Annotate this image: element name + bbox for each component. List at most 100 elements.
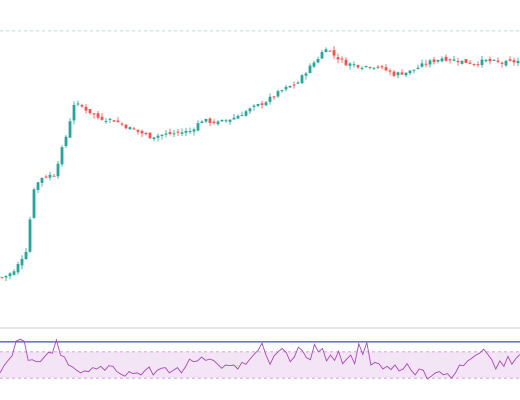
candle-body [68, 121, 72, 138]
candle [300, 74, 304, 85]
candle [32, 187, 36, 219]
candle-body [96, 113, 100, 118]
candle [120, 122, 124, 127]
candle-body [28, 219, 32, 252]
candle [244, 109, 248, 117]
candle [84, 104, 88, 114]
candle-body [4, 275, 8, 278]
candle [248, 107, 252, 114]
candle-body [144, 132, 148, 134]
candle [472, 63, 476, 67]
candle [328, 50, 332, 52]
candle-body [248, 108, 252, 112]
candle-body [132, 128, 136, 130]
candle-body [440, 58, 444, 62]
candle [228, 119, 232, 125]
candle [448, 58, 452, 64]
candle-body [304, 73, 308, 76]
candle [508, 56, 512, 62]
candle-body [380, 66, 384, 68]
candle-body [244, 111, 248, 116]
candle [488, 56, 492, 65]
candle-body [108, 118, 112, 120]
candle [44, 174, 48, 179]
candle-body [208, 118, 212, 123]
candle [492, 59, 496, 61]
candle [116, 117, 120, 123]
candle [308, 63, 312, 74]
candle [92, 112, 96, 119]
candle-body [476, 64, 480, 66]
candle-body [32, 189, 36, 218]
candle [288, 85, 292, 88]
candle [260, 100, 264, 109]
candle-body [288, 85, 292, 88]
candle [72, 101, 76, 125]
candle [236, 114, 240, 119]
candle-body [80, 105, 84, 107]
candle-body [192, 129, 196, 132]
candle [132, 126, 136, 130]
candle [336, 53, 340, 64]
candle [404, 72, 408, 78]
candle [168, 128, 172, 136]
candle [156, 133, 160, 142]
candle [396, 71, 400, 79]
candle [180, 128, 184, 137]
candle-body [116, 120, 120, 123]
candle-body [236, 115, 240, 119]
candle-body [220, 119, 224, 122]
candle-body [264, 102, 268, 106]
candle [356, 64, 360, 69]
candle [512, 57, 516, 66]
candle [16, 261, 20, 275]
candle-body [128, 127, 132, 130]
candle [192, 127, 196, 136]
candle [28, 216, 32, 253]
candle-body [260, 103, 264, 105]
candle [196, 120, 200, 132]
candle-body [292, 84, 296, 86]
candle [68, 118, 72, 139]
candle-body [316, 59, 320, 63]
candle-body [112, 120, 116, 122]
candle-body [156, 135, 160, 138]
candle-body [404, 72, 408, 76]
candle-body [84, 106, 88, 111]
candle [368, 66, 372, 70]
candle [416, 64, 420, 70]
candle [392, 69, 396, 77]
candle-body [24, 251, 28, 260]
candle-body [216, 121, 220, 125]
candle [20, 255, 24, 270]
candle [252, 104, 256, 111]
candle-body [100, 116, 104, 120]
candle-body [460, 60, 464, 64]
candle-body [44, 176, 48, 178]
candle-body [40, 177, 44, 183]
candle [352, 61, 356, 68]
candle [12, 269, 16, 276]
candle [264, 100, 268, 107]
candle [428, 58, 432, 68]
candle [340, 56, 344, 63]
candle-body [364, 65, 368, 67]
candle [332, 46, 336, 60]
candle [124, 123, 128, 130]
candle [76, 100, 80, 107]
candle-body [252, 105, 256, 107]
candle [420, 59, 424, 68]
candle [100, 113, 104, 121]
candle-body [8, 273, 12, 277]
candle [412, 69, 416, 74]
candle-body [228, 119, 232, 122]
candle-body [436, 59, 440, 62]
candle [232, 114, 236, 120]
candle-body [420, 63, 424, 67]
candle [208, 117, 212, 126]
candle [296, 80, 300, 85]
candle-body [160, 134, 164, 136]
candle-body [88, 109, 92, 114]
candle-body [280, 90, 284, 92]
